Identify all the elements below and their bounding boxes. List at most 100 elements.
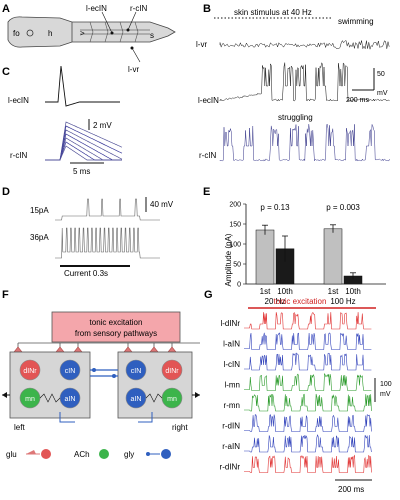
g-trace <box>244 434 372 453</box>
panel-label-e: E <box>203 186 210 198</box>
panel-label-a: A <box>2 3 10 15</box>
neuron-right-dinr: dINr <box>165 368 179 375</box>
e-ytick-label: 100 <box>229 242 241 249</box>
trace-c-l-ecin <box>45 65 120 107</box>
trace-label-l-vr: l-vr <box>196 40 207 49</box>
e-ylabel: Amplitude (pA) <box>224 233 233 286</box>
svg-text:Current 0.3s: Current 0.3s <box>64 269 108 278</box>
left-label: left <box>14 423 25 432</box>
legend-ach: ACh <box>74 450 90 459</box>
panel-label-b: B <box>203 3 211 15</box>
svg-text:100: 100 <box>380 381 392 388</box>
trace-l-vr <box>219 40 390 50</box>
neuron-right-cin: cIN <box>131 368 142 375</box>
g-trace-label: r-aIN <box>222 442 240 451</box>
trace-36pa <box>55 227 160 259</box>
panel-label-f: F <box>2 289 9 301</box>
label-h: h <box>48 29 52 38</box>
g-trace-label: r-dIN <box>222 422 240 431</box>
e-bar <box>255 229 275 285</box>
e-bar-category: 1st <box>328 287 339 296</box>
g-trace-label: r-mn <box>224 401 240 410</box>
stimulus-label: skin stimulus at 40 Hz <box>234 8 312 17</box>
swimming-label: swimming <box>338 17 374 26</box>
circuit-diagram: tonic excitation from sensory pathways d… <box>2 311 200 432</box>
g-trace-label: l-mn <box>224 381 240 390</box>
label-l-ecin: l-ecIN <box>86 4 107 13</box>
label-s: s <box>150 31 154 40</box>
e-ytick-label: 200 <box>229 202 241 209</box>
svg-text:200 ms: 200 ms <box>338 485 364 494</box>
scale-bar-b: 50 mV 200 ms <box>346 68 388 104</box>
e-ytick-label: 150 <box>229 222 241 229</box>
neuron-left-ain: aIN <box>65 396 76 403</box>
g-trace <box>244 454 372 473</box>
tadpole-diagram: fo h > l-ecIN r-cIN s l-vr <box>7 4 176 74</box>
g-trace-label: l-dINr <box>220 319 240 328</box>
sensory-box <box>51 311 181 343</box>
e-group-label: 100 Hz <box>330 297 355 306</box>
panel-label-g: G <box>204 289 213 301</box>
e-bar <box>323 228 343 285</box>
c-cin-sweep <box>45 145 122 161</box>
current-label-15pa: 15pA <box>30 206 49 215</box>
c-cin-sweep <box>45 133 122 161</box>
panel-label-c: C <box>2 66 10 78</box>
g-trace <box>244 312 372 330</box>
neuron-left-cin: cIN <box>65 368 76 375</box>
e-ytick-label: 50 <box>233 262 241 269</box>
neuron-right-mn: mn <box>167 396 177 403</box>
e-bar-category: 10th <box>345 287 361 296</box>
e-bar-category: 10th <box>277 287 293 296</box>
e-bar-category: 1st <box>260 287 271 296</box>
scale-bar-c: 2 mV 5 ms <box>70 119 112 176</box>
svg-text:40 mV: 40 mV <box>150 200 174 209</box>
neuron-left-mn: mn <box>25 396 35 403</box>
trace-l-ecin <box>219 62 390 102</box>
g-trace <box>244 352 372 371</box>
label-fo: fo <box>13 29 20 38</box>
trace-label-c-l-ecin: l-ecIN <box>8 96 29 105</box>
panel-label-d: D <box>2 186 10 198</box>
sensory-box-line1: tonic excitation <box>90 318 143 327</box>
svg-text:50: 50 <box>377 71 385 78</box>
e-ytick-label: 0 <box>237 282 241 289</box>
trace-r-cin <box>219 123 390 162</box>
g-trace <box>244 373 372 391</box>
svg-text:2 mV: 2 mV <box>93 121 112 130</box>
c-cin-sweep <box>45 125 123 161</box>
g-trace <box>244 414 372 432</box>
right-label: right <box>172 423 188 432</box>
label-arrow: > <box>80 29 85 38</box>
synapse-legend: glu ACh gly <box>6 449 171 459</box>
label-r-cin: r-cIN <box>130 4 148 13</box>
trace-label-r-cin: r-cIN <box>199 151 217 160</box>
legend-glu: glu <box>6 450 17 459</box>
current-label-36pa: 36pA <box>30 233 49 242</box>
g-trace-label: l-cIN <box>224 360 241 369</box>
e-p-value: p = 0.13 <box>260 203 290 212</box>
trace-15pa <box>55 198 160 221</box>
sensory-box-line2: from sensory pathways <box>75 329 157 338</box>
g-trace <box>244 393 372 412</box>
struggling-label: struggling <box>278 113 313 122</box>
scale-bar-g: 100 mV 200 ms <box>335 378 392 494</box>
g-trace <box>244 332 372 350</box>
scale-bar-d: 40 mV Current 0.3s <box>60 197 174 278</box>
legend-gly: gly <box>124 450 134 459</box>
c-cin-sweep <box>45 137 122 161</box>
neuron-right-ain: aIN <box>131 396 142 403</box>
trace-label-c-r-cin: r-cIN <box>10 151 28 160</box>
svg-text:200 ms: 200 ms <box>346 97 369 104</box>
trace-label-l-ecin: l-ecIN <box>198 96 219 105</box>
g-trace-label: l-aIN <box>223 340 240 349</box>
e-p-value: p = 0.003 <box>326 203 360 212</box>
label-l-vr: l-vr <box>128 65 139 74</box>
svg-text:5 ms: 5 ms <box>73 167 90 176</box>
g-traces: l-dINr l-aIN l-cIN l-mn r-mn r-dIN r-aIN r-dINr <box>220 312 372 473</box>
g-trace-label: r-dINr <box>220 463 241 472</box>
g-header: tonic excitation <box>274 297 327 306</box>
neuron-left-dinr: dINr <box>23 368 37 375</box>
